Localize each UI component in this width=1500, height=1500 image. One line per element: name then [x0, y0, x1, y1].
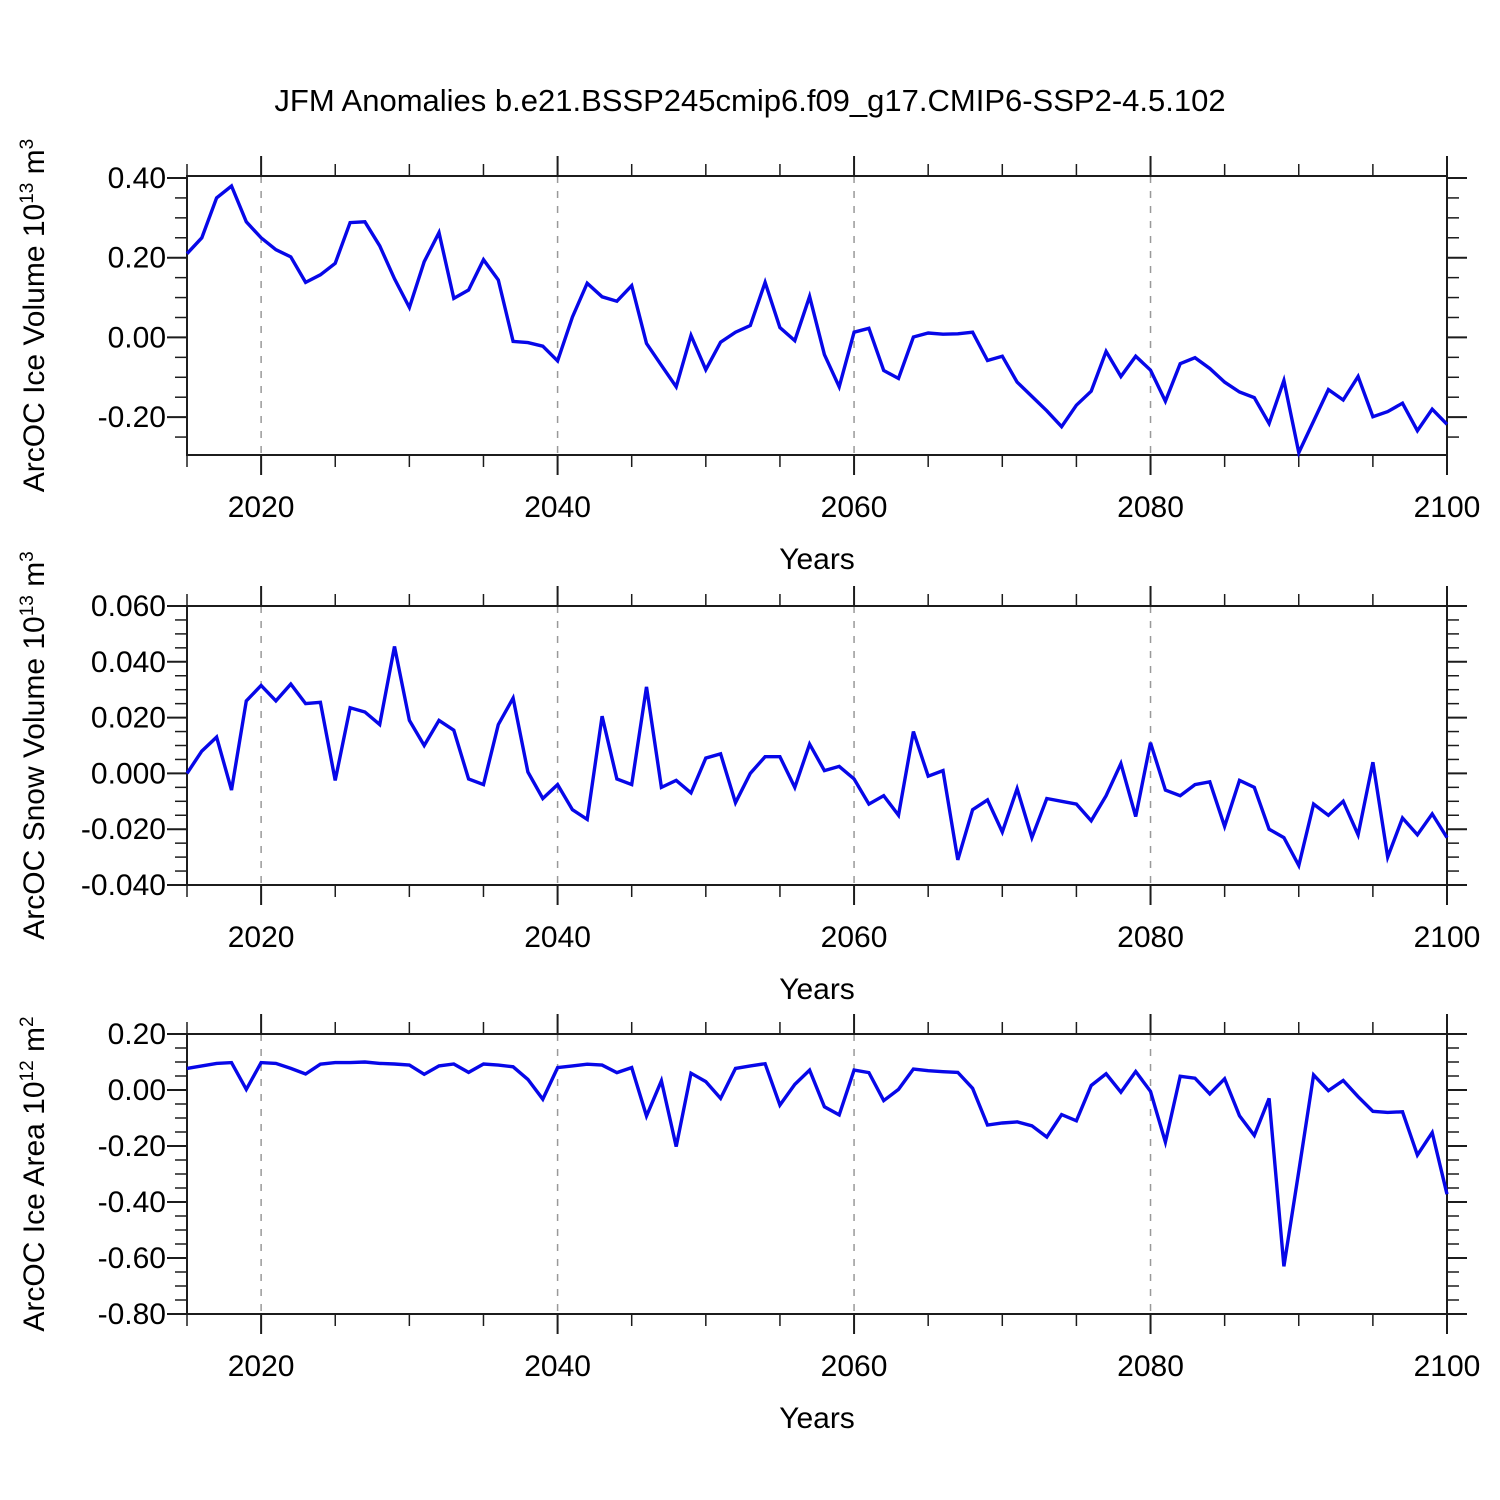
x-tick-label: 2100 — [1414, 1350, 1481, 1383]
x-tick-label: 2100 — [1414, 921, 1481, 954]
plot-frame — [186, 1033, 1448, 1315]
x-tick-label: 2060 — [821, 921, 888, 954]
x-tick-label: 2080 — [1117, 921, 1184, 954]
panel-ice-area: 2020 2040 2060 2080 2100 Years 0.20 0.00 -0.20 -0… — [17, 1014, 1480, 1435]
x-tick-label: 2020 — [228, 921, 295, 954]
x-tick-label: 2040 — [524, 1350, 591, 1383]
panel-snow-volume: 2020 2040 2060 2080 2100 Years 0.060 0.040 0.020… — [17, 551, 1480, 1006]
panel-ice-volume: 2020 2040 2060 2080 2100 Years 0.40 0.20 0.00 -0.… — [17, 139, 1480, 576]
y-axis-title: ArcOC Snow Volume 1013 m3 — [17, 551, 51, 940]
ice-area-line — [186, 1060, 1449, 1267]
y-tick-label: 0.060 — [91, 590, 166, 623]
x-tick-label: 2100 — [1414, 491, 1481, 524]
y-tick-label: -0.80 — [98, 1298, 166, 1331]
x-tick-label: 2040 — [524, 921, 591, 954]
x-axis-title: Years — [779, 973, 855, 1006]
x-tick-label: 2080 — [1117, 1350, 1184, 1383]
x-tick-label: 2080 — [1117, 491, 1184, 524]
y-tick-label: -0.040 — [81, 869, 166, 902]
y-tick-label: -0.20 — [98, 1130, 166, 1163]
y-tick-label: 0.20 — [108, 1018, 166, 1051]
y-tick-label: 0.020 — [91, 702, 166, 735]
snow-volume-line — [185, 646, 1449, 871]
y-tick-label: -0.40 — [98, 1186, 166, 1219]
x-tick-label: 2060 — [821, 491, 888, 524]
y-tick-label: 0.00 — [108, 321, 166, 354]
y-tick-label: -0.60 — [98, 1242, 166, 1275]
x-tick-label: 2020 — [228, 1350, 295, 1383]
y-tick-label: -0.020 — [81, 813, 166, 846]
x-axis-title: Years — [779, 1402, 855, 1435]
y-tick-label: 0.000 — [91, 757, 166, 790]
x-tick-label: 2020 — [228, 491, 295, 524]
plot-frame — [186, 175, 1448, 456]
y-tick-label: 0.00 — [108, 1074, 166, 1107]
y-axis-title: ArcOC Ice Area 1012 m2 — [17, 1016, 51, 1331]
x-tick-label: 2060 — [821, 1350, 888, 1383]
x-axis-title: Years — [779, 543, 855, 576]
ice-volume-line — [185, 183, 1449, 458]
x-tick-label: 2040 — [524, 491, 591, 524]
y-tick-label: 0.40 — [108, 162, 166, 195]
plot-frame — [186, 605, 1448, 886]
y-axis-title: ArcOC Ice Volume 1013 m3 — [17, 139, 51, 493]
y-tick-label: 0.040 — [91, 646, 166, 679]
y-tick-label: 0.20 — [108, 242, 166, 275]
y-tick-label: -0.20 — [98, 401, 166, 434]
figure-title: JFM Anomalies b.e21.BSSP245cmip6.f09_g17… — [274, 83, 1226, 118]
